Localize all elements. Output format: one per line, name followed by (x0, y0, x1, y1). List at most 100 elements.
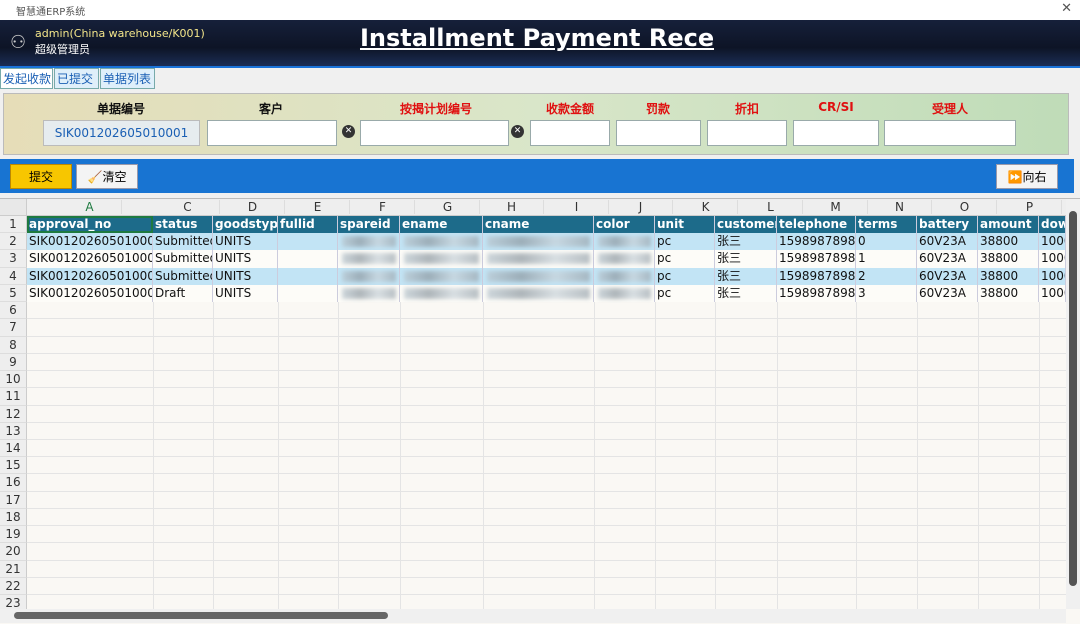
text-input[interactable] (207, 120, 337, 146)
field-header: spareid (338, 216, 400, 234)
column-line (777, 216, 778, 611)
row-number: 19 (0, 526, 27, 544)
cell: 张三 (715, 233, 777, 251)
v-scroll-thumb[interactable] (1069, 211, 1077, 586)
cell: 1000 (1039, 284, 1066, 303)
tab[interactable]: 已提交 (54, 68, 99, 89)
column-letter: G (416, 200, 480, 214)
blurred-cell (342, 236, 396, 248)
field-header: goodstype (213, 216, 278, 234)
column-line (856, 216, 857, 611)
row-number: 1 (0, 216, 27, 234)
column-letter: F (351, 200, 415, 214)
blurred-cell (342, 253, 396, 265)
tab[interactable]: 单据列表 (100, 68, 155, 89)
next-button[interactable]: ⏩ 向右 (996, 164, 1058, 189)
cell: 1000 (1039, 267, 1066, 285)
row-line (27, 370, 1066, 372)
column-line (338, 216, 339, 611)
close-button[interactable]: ✕ (1061, 1, 1072, 16)
submit-button[interactable]: 提交 (10, 164, 72, 189)
cell: 60V23A (917, 284, 978, 303)
row-line (27, 525, 1066, 527)
row-number: 20 (0, 543, 27, 561)
clear-icon[interactable]: ✕ (342, 125, 355, 138)
field-label: 客户 (258, 102, 283, 116)
blurred-cell (487, 253, 590, 265)
form: 单据编号 客户 按揭计划编号 收款金额 罚款 折扣 CR/SI 受理人 SIK001202605… (0, 0, 1080, 160)
cell: Submitted (153, 250, 213, 268)
row-number: 7 (0, 319, 27, 337)
column-line (153, 216, 154, 611)
cell: pc (655, 233, 715, 251)
cell: SIK001202605010001 (27, 233, 153, 251)
text-input[interactable] (884, 120, 1016, 146)
corner (0, 199, 27, 216)
column-letter: A (58, 200, 122, 214)
clear-icon[interactable]: ✕ (511, 125, 524, 138)
cell: 张三 (715, 250, 777, 268)
tab[interactable]: 发起收款 (0, 68, 53, 89)
field-label: 单据编号 (96, 102, 145, 116)
cell: 60V23A (917, 233, 978, 251)
blurred-cell (342, 270, 396, 282)
column-letter: O (933, 200, 997, 214)
cell: 0 (856, 233, 917, 251)
column-header-bar (27, 199, 1066, 216)
text-input[interactable] (530, 120, 610, 146)
text-input[interactable] (707, 120, 787, 146)
title-bar: 智慧通ERP系统 ✕ (0, 0, 1080, 20)
row-line (27, 594, 1066, 596)
cell: pc (655, 267, 715, 285)
row-number: 4 (0, 267, 27, 285)
field-label: CR/SI (818, 100, 854, 114)
blurred-cell (404, 236, 479, 248)
h-scroll-thumb[interactable] (14, 612, 388, 619)
field-header: unit (655, 216, 715, 234)
row-number: 18 (0, 508, 27, 527)
cell: SIK001202605010001 (27, 250, 153, 268)
row-number: 12 (0, 405, 27, 423)
tabs: 发起收款 已提交 单据列表 (0, 68, 1080, 90)
field-label: 收款金额 (545, 102, 594, 116)
row-number: 9 (0, 353, 27, 372)
row-number: 22 (0, 577, 27, 596)
row-number: 13 (0, 422, 27, 440)
text-input[interactable] (616, 120, 701, 146)
cell: 38800 (978, 267, 1039, 285)
cell: Draft (153, 284, 213, 303)
window-title: 智慧通ERP系统 (16, 7, 86, 18)
cell: UNITS (213, 250, 278, 268)
clear-button[interactable]: 🧹 清空 (76, 164, 138, 189)
row-line (27, 421, 1066, 423)
column-letter: J (609, 200, 673, 214)
blurred-cell (342, 287, 396, 299)
row-number: 14 (0, 439, 27, 458)
cell: 38800 (978, 233, 1039, 251)
field-header: telephone (777, 216, 856, 234)
row-number: 17 (0, 491, 27, 509)
column-line (400, 216, 401, 611)
cell: 3 (856, 284, 917, 303)
row-line (27, 318, 1066, 320)
field-label: 受理人 (931, 102, 968, 116)
row-number: 2 (0, 233, 27, 251)
field-header: color (594, 216, 655, 234)
cell: UNITS (213, 267, 278, 285)
cell: 60V23A (917, 250, 978, 268)
blurred-cell (404, 253, 479, 265)
column-line (594, 216, 595, 611)
cell: 15989878987 (777, 233, 856, 251)
field-header: cname (483, 216, 594, 234)
blurred-cell (487, 287, 590, 299)
text-input[interactable] (793, 120, 879, 146)
field-header: battery (917, 216, 978, 234)
column-letter: I (545, 200, 609, 214)
cell: SIK001202605010001 (27, 284, 153, 303)
field-header: approval_no (27, 216, 153, 234)
cell: 2 (856, 267, 917, 285)
text-input[interactable] (360, 120, 509, 146)
next-label: 向右 (1022, 170, 1047, 184)
field-header: customer (715, 216, 777, 234)
